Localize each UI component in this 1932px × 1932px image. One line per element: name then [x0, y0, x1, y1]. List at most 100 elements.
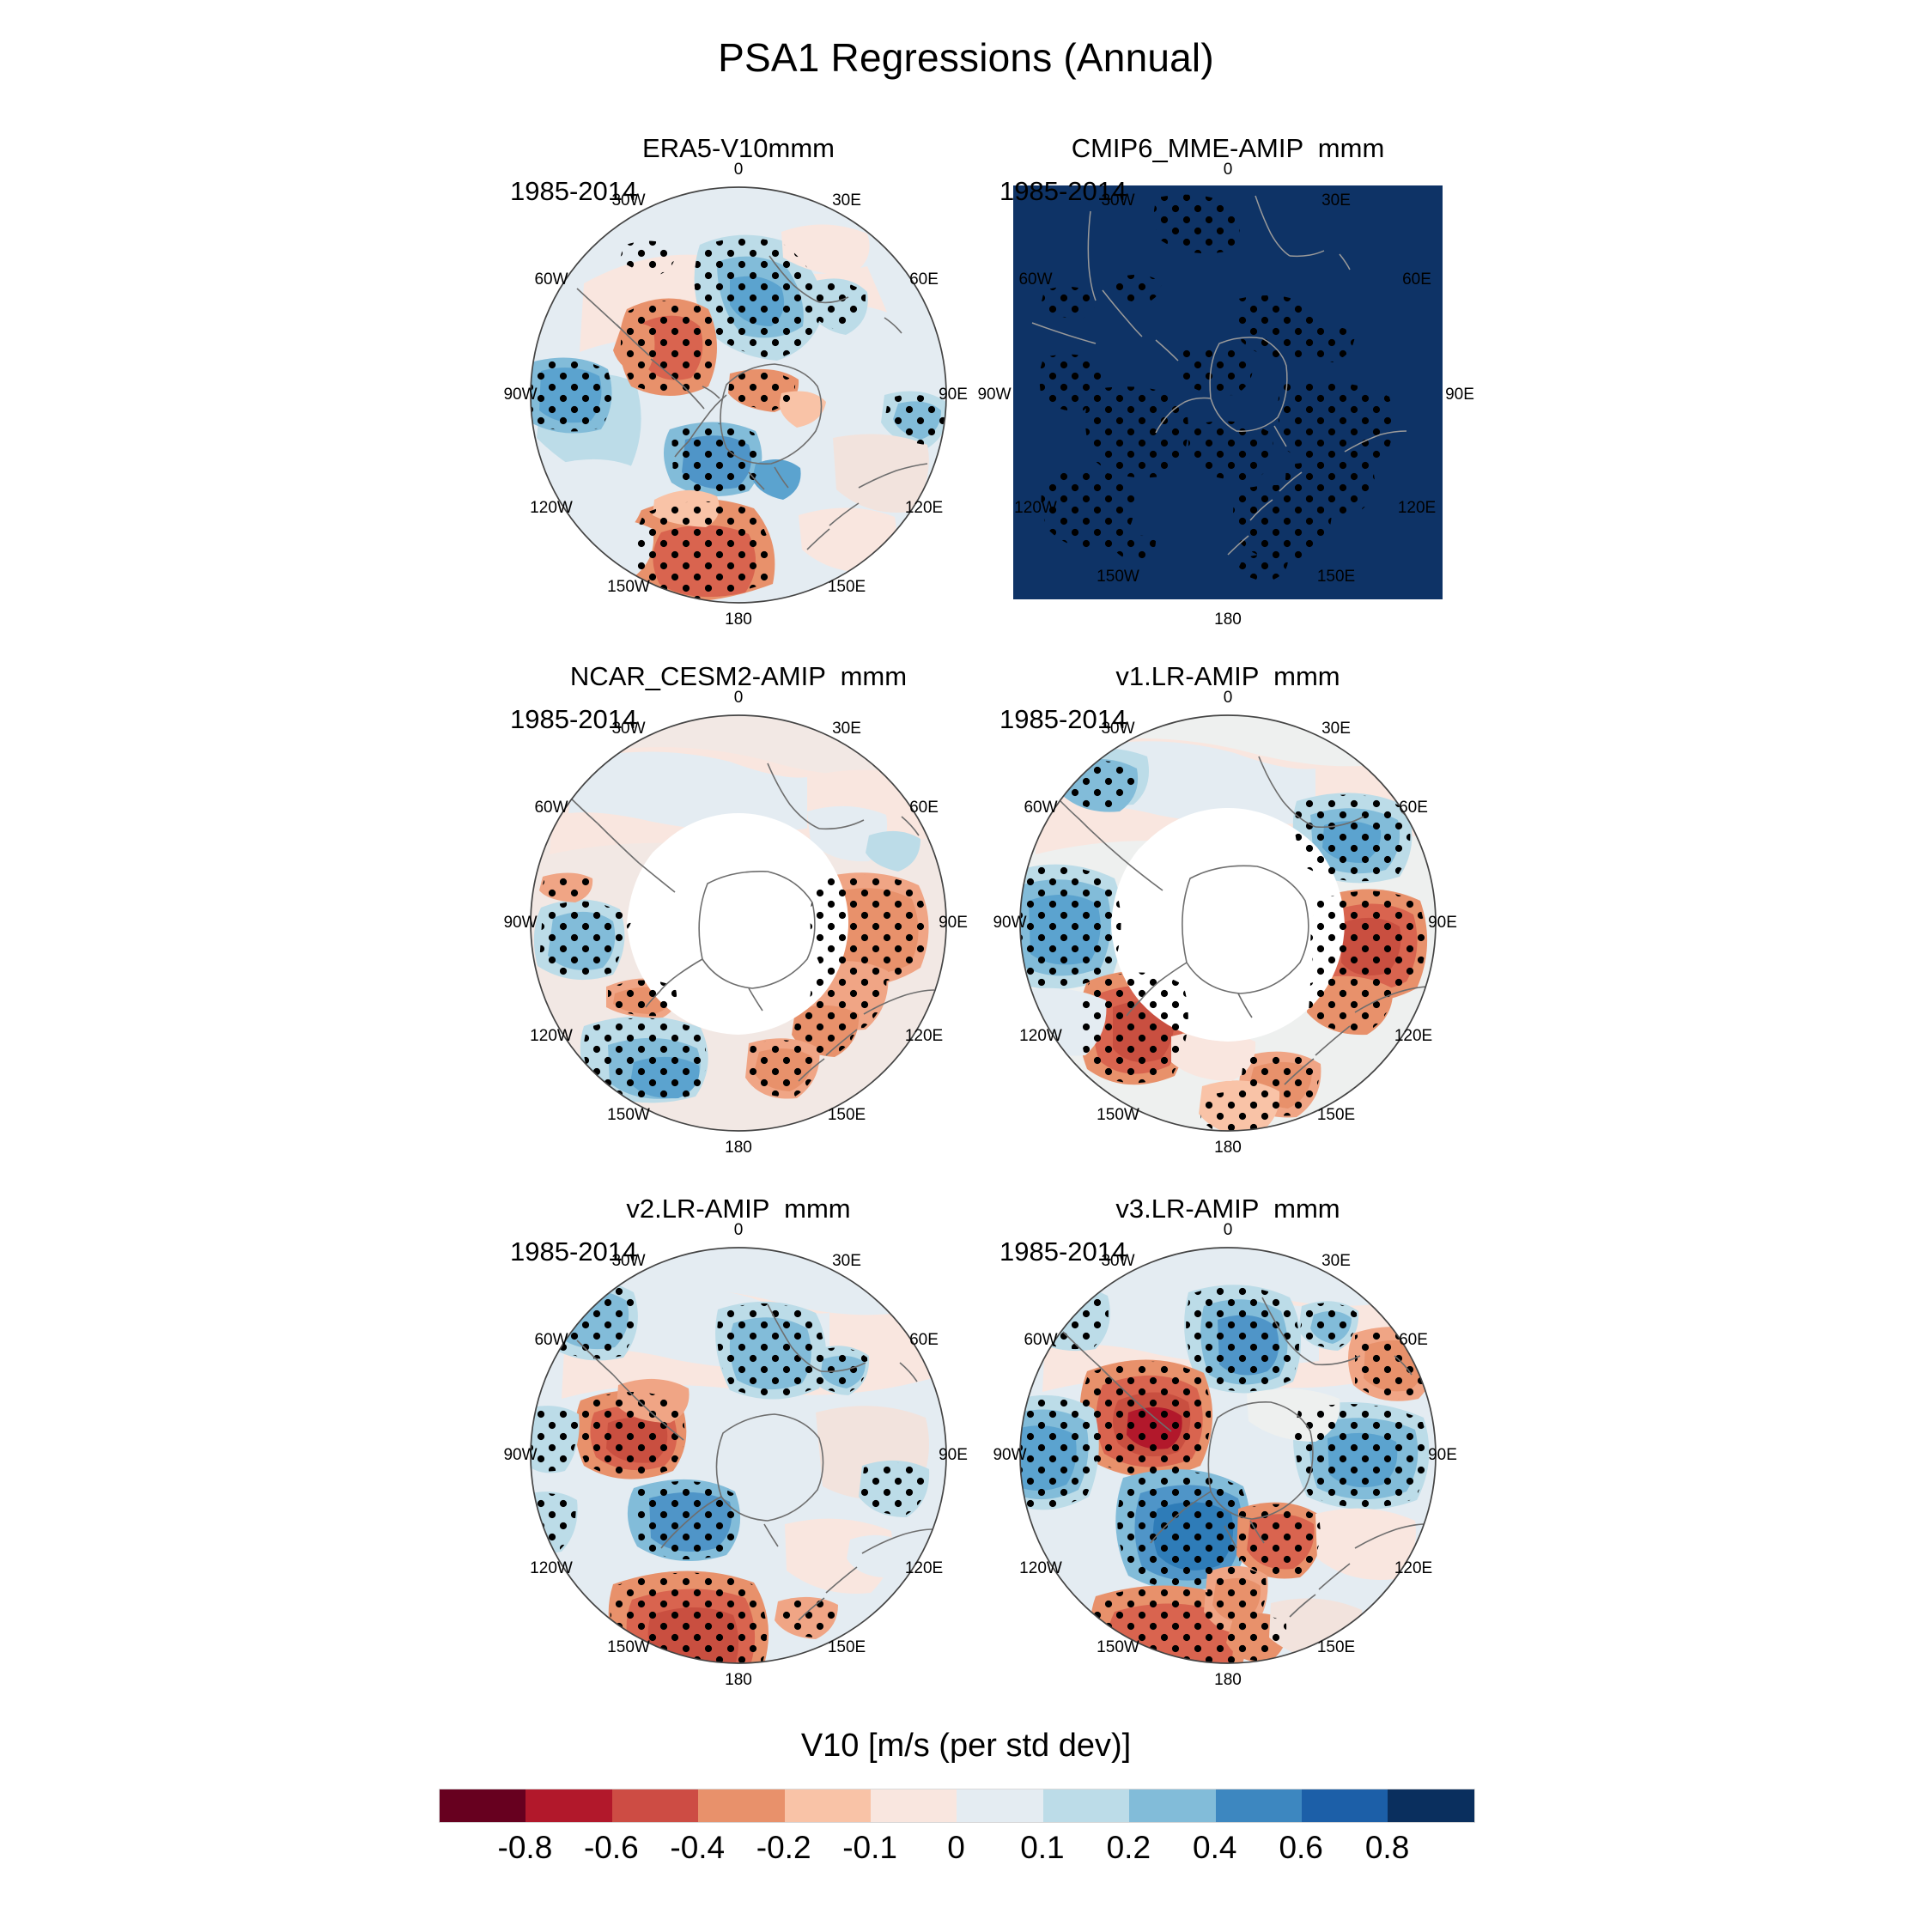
lon-label-90w: 90W: [503, 914, 538, 932]
lon-label-90e: 90E: [1445, 386, 1474, 404]
colorbar-cell-2: [611, 1789, 699, 1822]
lon-label-150e: 150E: [1316, 568, 1356, 586]
colorbar-ticks: -0.8 -0.6 -0.4 -0.2 -0.1 0 0.1 0.2 0.4 0.6 0.8: [439, 1830, 1473, 1881]
stipple-layer-v1lr: [1020, 760, 1426, 1131]
colorbar-cell-6: [957, 1789, 1043, 1822]
lon-label-150e: 150E: [1316, 1106, 1356, 1124]
lon-label-30w: 30W: [1101, 191, 1135, 210]
panel-period-v1lr: 1985-2014: [999, 704, 1127, 734]
lon-label-120e: 120E: [1394, 1027, 1433, 1045]
lon-label-60e: 60E: [1399, 799, 1428, 817]
lon-label-150w: 150W: [1097, 1106, 1139, 1124]
colorbar-tick-9: 0.6: [1279, 1830, 1323, 1865]
lon-label-150e: 150E: [827, 1638, 866, 1656]
lon-label-30w: 30W: [611, 191, 646, 210]
colorbar-cell-8: [1129, 1789, 1216, 1822]
lon-label-90w: 90W: [503, 1446, 538, 1464]
lon-label-60e: 60E: [1399, 1331, 1428, 1349]
colorbar-tick-1: -0.6: [583, 1830, 639, 1865]
lon-label-60w: 60W: [1024, 1331, 1058, 1349]
lon-label-120w: 120W: [1014, 499, 1057, 517]
lon-label-0: 0: [733, 161, 744, 179]
lon-label-30e: 30E: [1321, 191, 1351, 210]
panel-ncar-cesm2: NCAR_CESM2-AMIP mmm 1985-2014: [503, 661, 967, 1176]
map-boundary-v3lr: [1019, 1247, 1437, 1664]
lon-label-60e: 60E: [909, 799, 939, 817]
lon-label-90e: 90E: [939, 1446, 968, 1464]
panel-period-era5: 1985-2014: [510, 176, 638, 206]
colorbar-tick-0: -0.8: [497, 1830, 553, 1865]
lon-label-30w: 30W: [611, 720, 646, 738]
panel-title-era5: ERA5-V10mmm: [642, 133, 835, 163]
colorbar-cell-11: [1388, 1789, 1474, 1822]
map-boundary-era5: [530, 186, 947, 604]
lon-label-120w: 120W: [1019, 1027, 1062, 1045]
lon-label-30w: 30W: [611, 1252, 646, 1270]
lon-label-60w: 60W: [534, 799, 568, 817]
lon-label-60w: 60W: [1024, 799, 1058, 817]
map-fill-layer-ncar: [531, 715, 946, 1131]
lon-label-60w: 60W: [534, 270, 568, 289]
lon-label-60e: 60E: [909, 1331, 939, 1349]
map-fill-layer-v2lr: [531, 1248, 946, 1663]
map-v2lr: 0 30E 60E 90E 120E 150E 180 150W 120W 90…: [503, 1221, 967, 1689]
colorbar-tick-10: 0.8: [1364, 1830, 1410, 1865]
colorbar-cell-0: [440, 1789, 526, 1822]
coastlines-cmip6: [1031, 195, 1407, 556]
coastlines-v2lr: [576, 1303, 933, 1621]
colorbar-tick-7: 0.2: [1106, 1830, 1151, 1865]
panel-title-v3lr: v3.LR-AMIP mmm: [1115, 1194, 1340, 1224]
lon-label-60w: 60W: [534, 1331, 568, 1349]
lon-label-30e: 30E: [832, 191, 861, 210]
lon-label-90e: 90E: [1428, 1446, 1457, 1464]
colorbar-tick-3: -0.2: [756, 1830, 811, 1865]
colorbar-tick-6: 0.1: [1020, 1830, 1065, 1865]
lon-label-150e: 150E: [1316, 1638, 1356, 1656]
colorbar-cell-7: [1042, 1789, 1130, 1822]
lon-label-30w: 30W: [1101, 720, 1135, 738]
lon-label-120w: 120W: [530, 1559, 573, 1577]
lon-label-180: 180: [725, 611, 752, 629]
map-boundary-ncar: [530, 714, 947, 1132]
colorbar-cell-9: [1215, 1789, 1303, 1822]
panel-v2lr: v2.LR-AMIP mmm 1985-2014: [503, 1194, 967, 1709]
colorbar-cell-4: [784, 1789, 872, 1822]
lon-label-30e: 30E: [1321, 1252, 1351, 1270]
lon-label-120e: 120E: [904, 499, 944, 517]
lon-label-180: 180: [1214, 611, 1242, 629]
lon-label-30e: 30E: [832, 1252, 861, 1270]
lon-label-150w: 150W: [607, 1638, 650, 1656]
stipple-layer-era5: [531, 237, 945, 599]
lon-label-0: 0: [1223, 689, 1233, 707]
map-fill-layer-v3lr: [1020, 1248, 1436, 1663]
panel-period-cmip6-mme: 1985-2014: [999, 176, 1127, 206]
lon-label-60e: 60E: [1402, 270, 1431, 289]
map-ncar-cesm2: 0 30E 60E 90E 120E 150E 180 150W 120W 90…: [503, 689, 967, 1157]
colorbar-tick-2: -0.4: [670, 1830, 726, 1865]
map-cmip6-mme: 0 30E 60E 90E 120E 150E 180 150W 120W 90…: [977, 161, 1473, 629]
lon-label-90e: 90E: [1428, 914, 1457, 932]
map-boundary-v1lr: [1019, 714, 1437, 1132]
map-canvas-v2lr: [530, 1247, 947, 1664]
panel-title-v1lr: v1.LR-AMIP mmm: [1115, 661, 1340, 691]
colorbar: [439, 1789, 1475, 1823]
lon-label-180: 180: [1214, 1139, 1242, 1157]
lon-label-90w: 90W: [977, 386, 1012, 404]
panel-title-v2lr: v2.LR-AMIP mmm: [626, 1194, 851, 1224]
map-boundary-v2lr: [530, 1247, 947, 1664]
lon-label-60e: 60E: [909, 270, 939, 289]
panel-v3lr: v3.LR-AMIP mmm 1985-2014: [993, 1194, 1456, 1709]
map-fill-layer-v1lr: [1020, 715, 1436, 1131]
lon-label-90w: 90W: [993, 914, 1027, 932]
lon-label-30e: 30E: [1321, 720, 1351, 738]
panel-period-v3lr: 1985-2014: [999, 1236, 1127, 1267]
panel-cmip6-mme: CMIP6_MME-AMIP mmm 1985-2014: [977, 133, 1473, 648]
colorbar-cell-3: [698, 1789, 785, 1822]
lon-label-90e: 90E: [939, 386, 968, 404]
map-v3lr: 0 30E 60E 90E 120E 150E 180 150W 120W 90…: [993, 1221, 1456, 1689]
lon-label-30e: 30E: [832, 720, 861, 738]
colorbar-cell-5: [871, 1789, 957, 1822]
map-canvas-v1lr: [1019, 714, 1437, 1132]
coastlines-ncar: [562, 762, 935, 1082]
